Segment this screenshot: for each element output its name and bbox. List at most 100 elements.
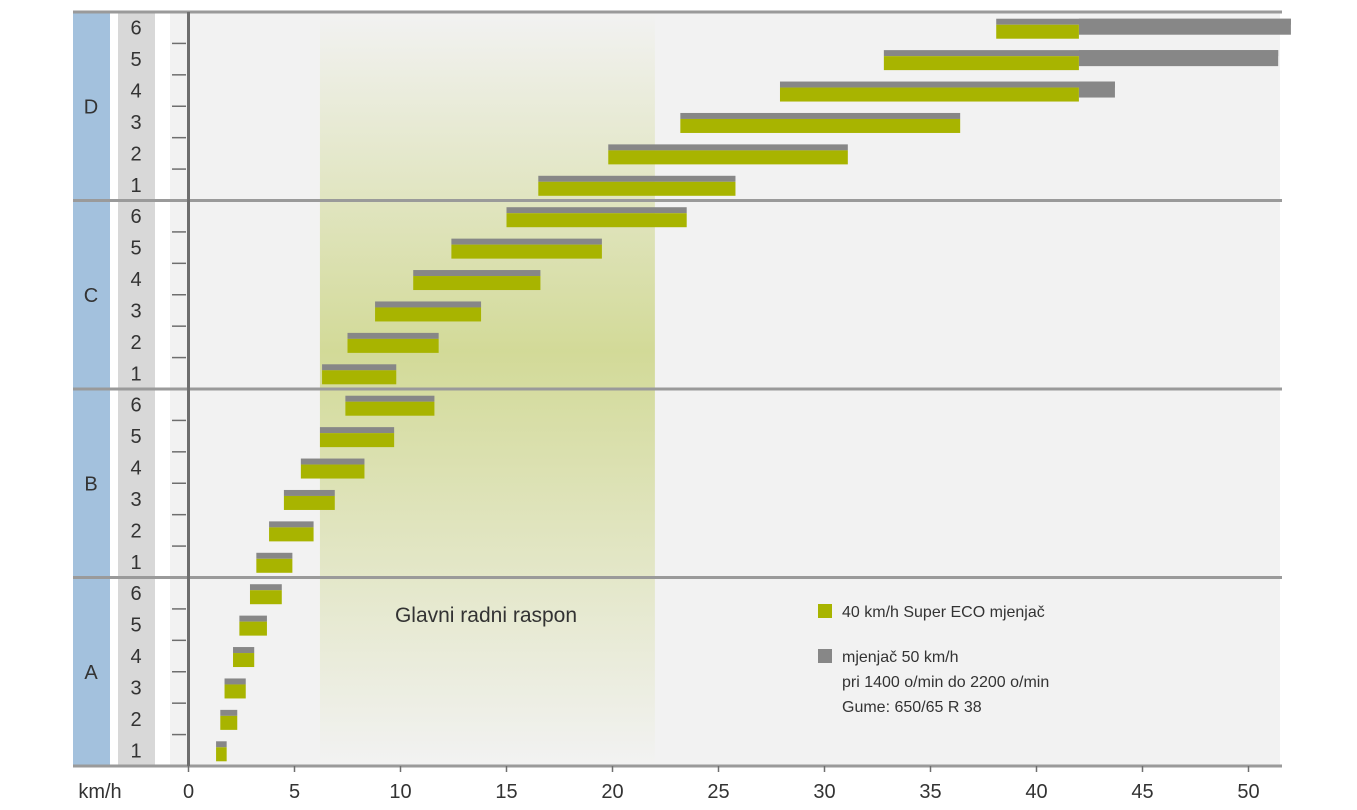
- bar-eco-c-1: [322, 370, 397, 385]
- bar-std-b-1: [256, 552, 293, 559]
- bar-std-b-6: [345, 395, 435, 402]
- x-tick-label-25: 25: [707, 781, 729, 803]
- bar-std-a-6: [249, 584, 282, 591]
- x-tick-label-50: 50: [1237, 781, 1259, 803]
- gear-label-a-3: 3: [130, 677, 141, 699]
- bar-eco-c-5: [451, 244, 602, 259]
- bar-eco-c-4: [413, 276, 541, 291]
- gear-label-d-2: 2: [130, 143, 141, 165]
- group-band-a: [73, 577, 110, 766]
- legend-eco-label: 40 km/h Super ECO mjenjač: [842, 604, 1045, 621]
- bar-std-c-4: [413, 270, 541, 277]
- bar-eco-d-4: [779, 87, 1079, 102]
- bar-std-d-4: [779, 81, 1115, 88]
- bar-eco-b-1: [256, 558, 293, 573]
- bar-std-ext-d-5: [1078, 50, 1279, 67]
- bar-std-b-3: [283, 489, 335, 496]
- gear-label-c-6: 6: [130, 206, 141, 228]
- bar-eco-a-3: [224, 684, 246, 699]
- bar-eco-a-1: [216, 747, 227, 762]
- bar-eco-d-5: [883, 56, 1079, 71]
- gear-label-c-4: 4: [130, 269, 141, 291]
- bar-std-b-2: [269, 521, 314, 528]
- gear-label-b-1: 1: [130, 552, 141, 574]
- bar-std-b-5: [319, 427, 395, 434]
- gear-label-a-1: 1: [130, 740, 141, 762]
- group-band-c: [73, 200, 110, 389]
- legend-std-label-2: pri 1400 o/min do 2200 o/min: [842, 674, 1049, 691]
- gear-band-d: [118, 12, 155, 201]
- gear-label-a-4: 4: [130, 646, 141, 668]
- gear-label-c-5: 5: [130, 238, 141, 260]
- bar-std-ext-d-4: [1078, 81, 1115, 98]
- x-tick-label-0: 0: [183, 781, 194, 803]
- x-tick-label-45: 45: [1131, 781, 1153, 803]
- bar-std-a-1: [216, 741, 227, 748]
- bar-eco-b-6: [345, 401, 435, 416]
- bar-std-b-4: [300, 458, 365, 465]
- x-tick-label-30: 30: [813, 781, 835, 803]
- bar-std-c-3: [375, 301, 482, 308]
- bar-eco-b-4: [300, 464, 365, 479]
- bar-std-d-2: [608, 144, 848, 151]
- gear-label-d-6: 6: [130, 18, 141, 40]
- bar-eco-c-3: [375, 307, 482, 322]
- x-tick-label-5: 5: [289, 781, 300, 803]
- gear-band-c: [118, 200, 155, 389]
- legend-std-swatch: [818, 649, 832, 663]
- bar-eco-d-6: [996, 24, 1079, 39]
- legend-std-label-1: mjenjač 50 km/h: [842, 649, 959, 666]
- group-label-a: A: [84, 662, 98, 684]
- group-band-b: [73, 389, 110, 578]
- bar-eco-d-1: [538, 181, 736, 196]
- x-tick-label-15: 15: [495, 781, 517, 803]
- bar-eco-d-3: [680, 118, 961, 133]
- bar-std-d-1: [538, 175, 736, 182]
- gear-label-a-2: 2: [130, 709, 141, 731]
- legend-eco-swatch: [818, 604, 832, 618]
- gear-label-a-6: 6: [130, 583, 141, 605]
- bar-eco-d-2: [608, 150, 848, 165]
- gear-label-d-4: 4: [130, 81, 141, 103]
- highlight-range-label: Glavni radni raspon: [395, 604, 577, 627]
- bar-std-ext-d-6: [1078, 18, 1291, 35]
- gear-label-b-5: 5: [130, 426, 141, 448]
- bar-std-c-6: [506, 207, 687, 214]
- bar-std-a-4: [233, 647, 255, 654]
- bar-eco-c-6: [506, 213, 687, 228]
- gear-label-c-3: 3: [130, 300, 141, 322]
- bar-std-c-1: [322, 364, 397, 371]
- gear-band-a: [118, 577, 155, 766]
- gear-label-b-6: 6: [130, 395, 141, 417]
- bar-eco-b-2: [269, 527, 314, 542]
- group-band-d: [73, 12, 110, 201]
- gear-label-d-3: 3: [130, 112, 141, 134]
- gear-label-c-1: 1: [130, 363, 141, 385]
- gear-label-b-4: 4: [130, 458, 141, 480]
- bar-eco-b-3: [283, 495, 335, 510]
- gear-label-b-2: 2: [130, 520, 141, 542]
- bar-std-a-2: [220, 709, 238, 716]
- group-label-b: B: [84, 473, 97, 495]
- gear-label-d-5: 5: [130, 49, 141, 71]
- bar-eco-a-2: [220, 715, 238, 730]
- bar-eco-a-5: [239, 621, 267, 636]
- bar-std-c-5: [451, 238, 602, 245]
- group-label-c: C: [84, 285, 98, 307]
- x-tick-label-10: 10: [389, 781, 411, 803]
- gear-label-b-3: 3: [130, 489, 141, 511]
- bar-std-a-5: [239, 615, 267, 622]
- x-tick-label-35: 35: [919, 781, 941, 803]
- bar-eco-a-6: [249, 590, 282, 605]
- legend-std-label-3: Gume: 650/65 R 38: [842, 699, 982, 716]
- gear-label-c-2: 2: [130, 332, 141, 354]
- gear-label-d-1: 1: [130, 175, 141, 197]
- bar-eco-b-5: [319, 433, 395, 448]
- x-tick-label-40: 40: [1025, 781, 1047, 803]
- x-unit-label: km/h: [78, 781, 121, 803]
- gear-label-a-5: 5: [130, 615, 141, 637]
- gear-band-b: [118, 389, 155, 578]
- bar-eco-c-2: [347, 338, 439, 353]
